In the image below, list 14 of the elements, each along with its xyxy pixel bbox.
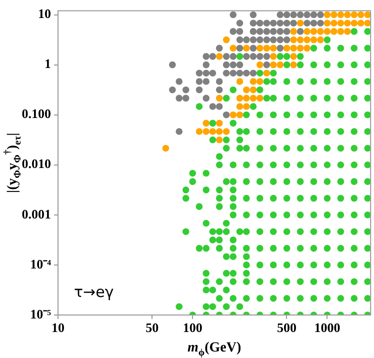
y-tick-label: 10⁻⁴	[30, 256, 52, 272]
annotation: τ→eγ	[74, 282, 114, 301]
y-tick-label: 0.001	[22, 206, 51, 222]
x-tick-label: 100	[182, 320, 202, 336]
y-tick-label: 1	[44, 56, 51, 72]
x-tick-label: 10	[52, 320, 64, 336]
x-tick-label: 50	[146, 320, 159, 336]
y-axis-title: |(yΦyΦ†)eτ|	[2, 132, 24, 193]
y-tick-label: 0.100	[22, 106, 51, 122]
y-tick-label: 10	[38, 6, 51, 22]
y-tick-label: 0.010	[22, 156, 51, 172]
y-tick-label: 10⁻⁵	[30, 306, 52, 322]
x-tick-label: 1000	[314, 320, 340, 336]
x-tick-label: 500	[276, 320, 296, 336]
